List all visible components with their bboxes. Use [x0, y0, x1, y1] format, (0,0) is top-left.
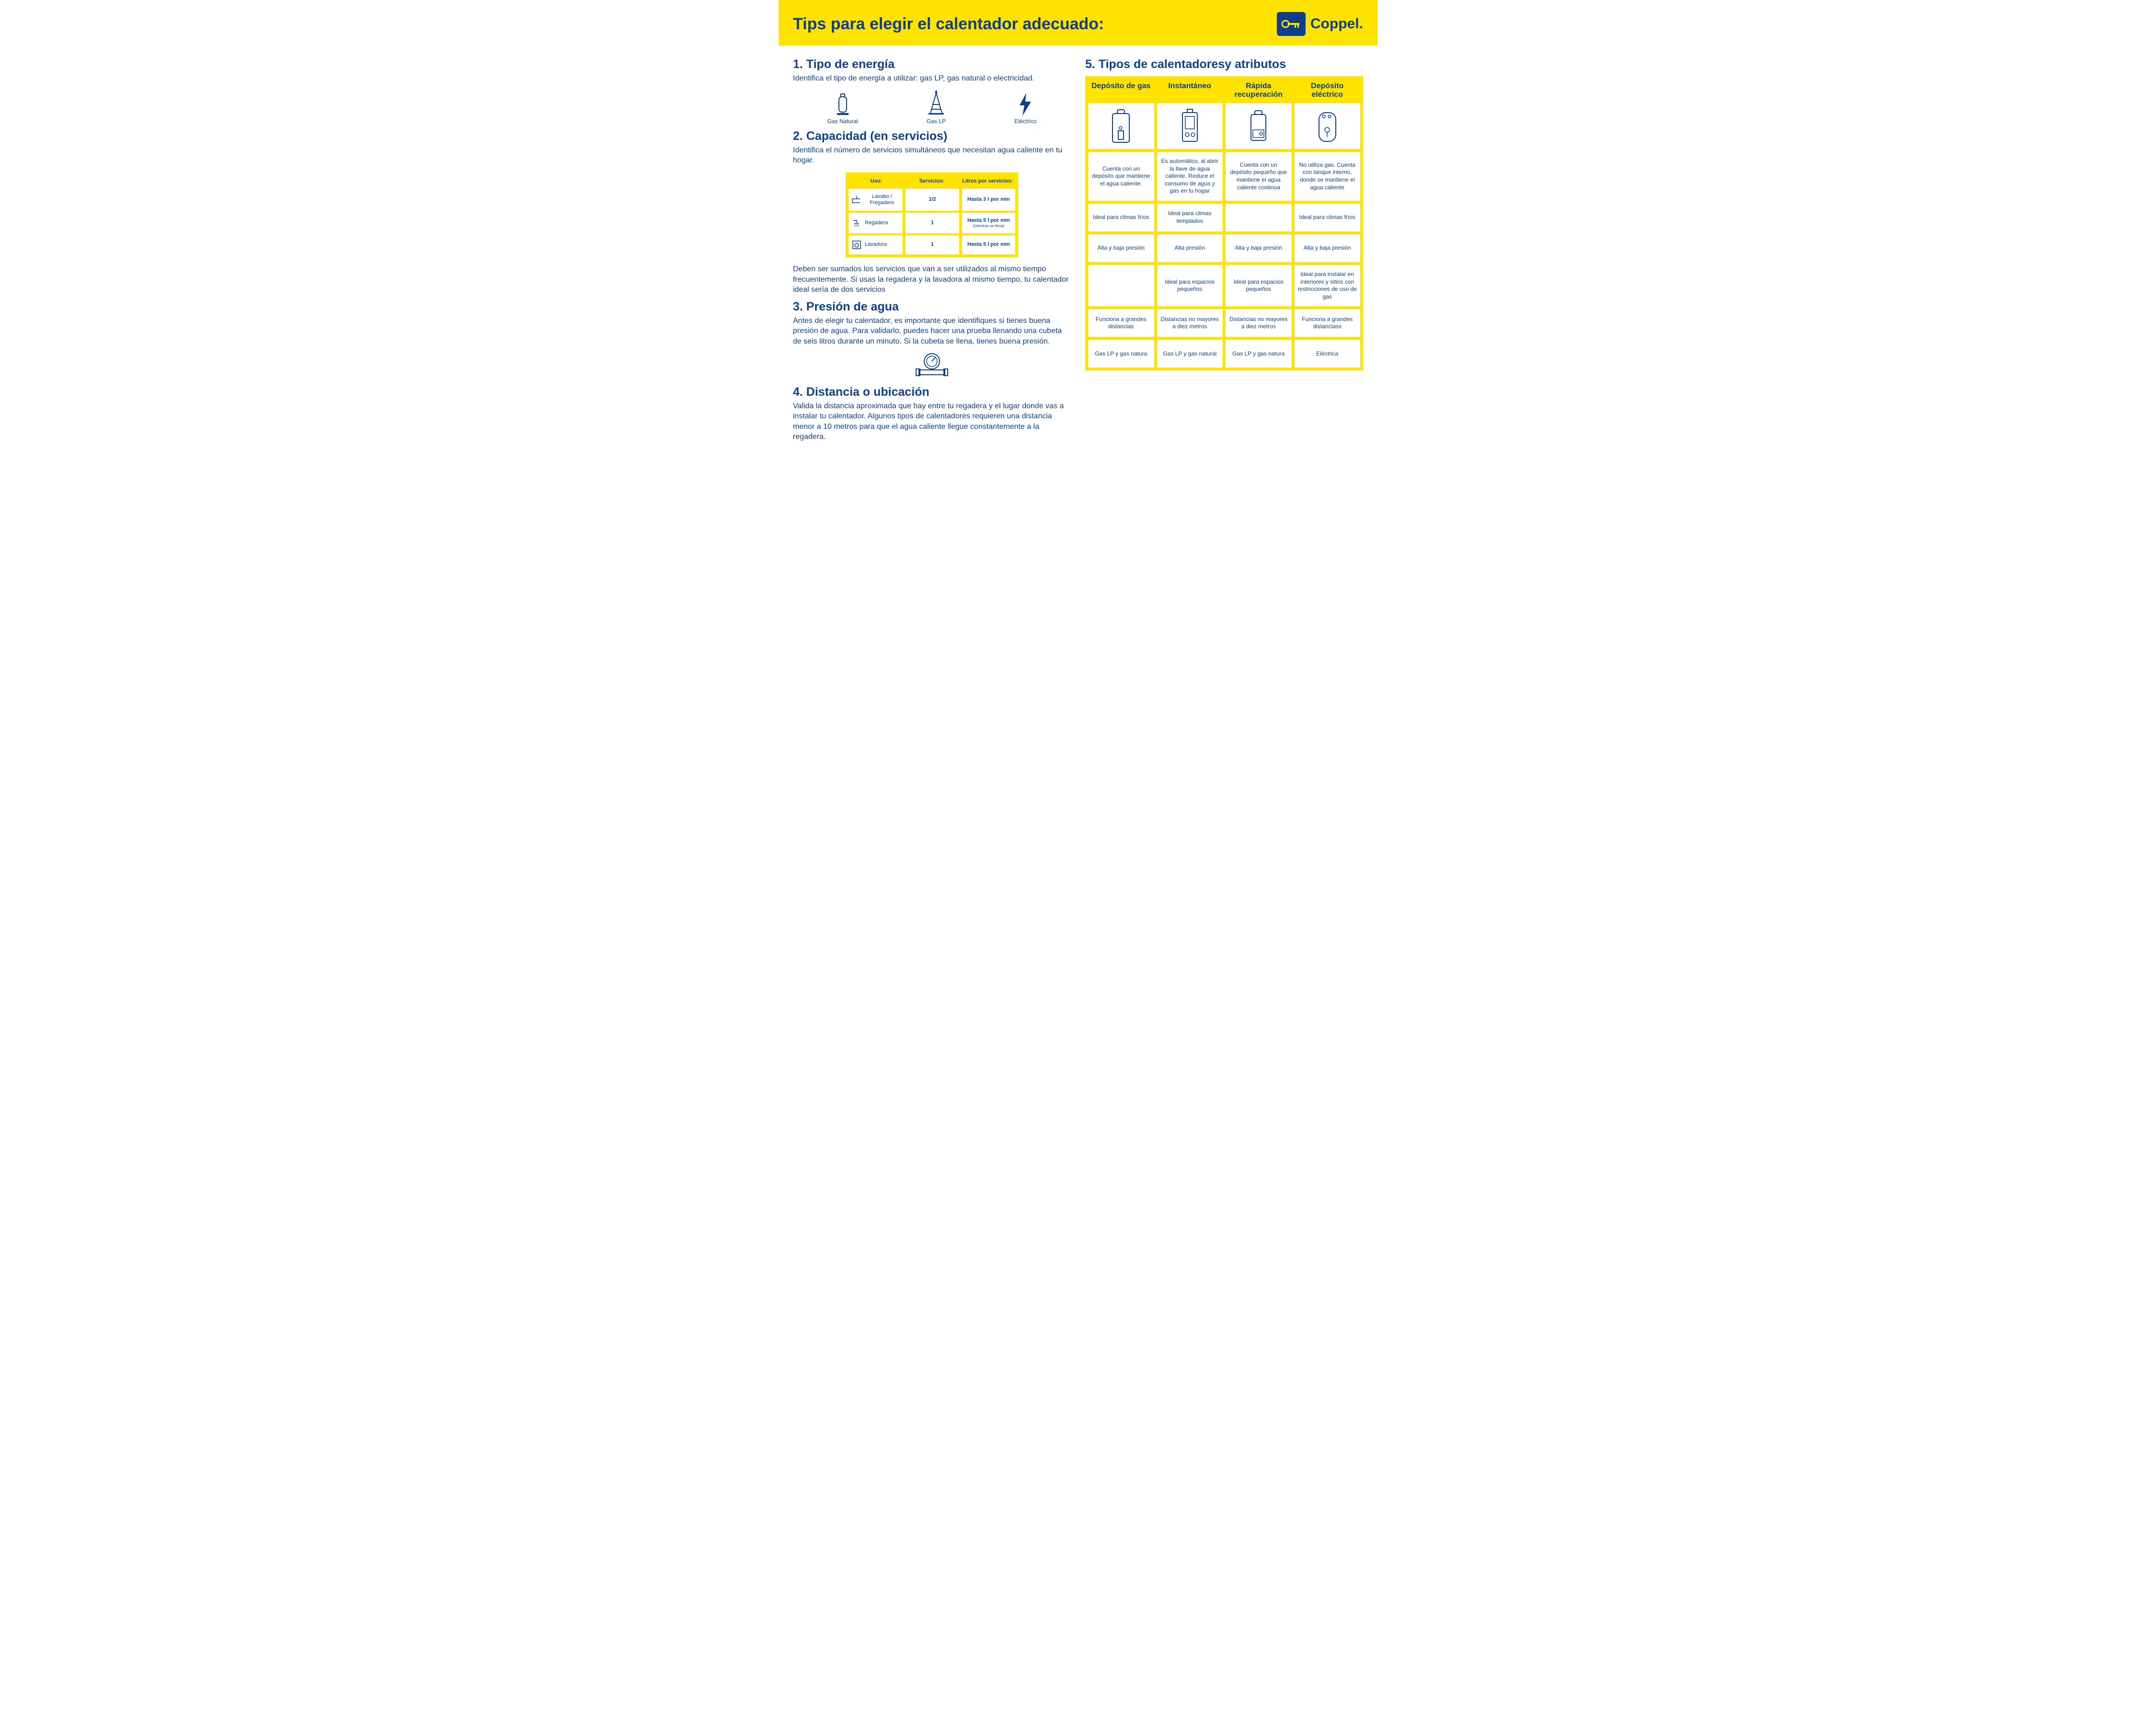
cap-serv: 1: [931, 220, 934, 226]
washer-icon: [851, 240, 862, 250]
sec5-title: 5. Tipos de calentadoresy atributos: [1085, 58, 1363, 71]
table-row: Regadera 1 Hasta 5 l por min(mientras se…: [849, 213, 1015, 233]
bolt-icon: [1014, 90, 1036, 116]
sec3-title: 3. Presión de agua: [793, 300, 1071, 314]
attr-cell: Ideal para climas fríos: [1088, 204, 1154, 231]
attr-cell: Alta y baja presión: [1295, 234, 1361, 262]
tank-icon: [827, 90, 858, 116]
energy-row: Gas Natural Gas LP Eléctrico: [793, 90, 1071, 125]
attr-cell: Alta y baja presión: [1088, 234, 1154, 262]
attr-cell: Distancias no mayores a diez metros: [1157, 309, 1223, 337]
attr-cell: [1088, 265, 1154, 306]
sec2-footnote: Deben ser sumados los servicios que van …: [793, 264, 1071, 295]
sec4-body: Valida la distancia aproximada que hay e…: [793, 401, 1071, 442]
energy-gas-lp: Gas LP: [927, 90, 946, 125]
col-head: Instantáneo: [1157, 79, 1223, 100]
attr-cell: Cuenta con un depósito pequeño que manti…: [1226, 152, 1292, 201]
attr-cell: Ideal para espacios pequeños: [1226, 265, 1292, 306]
attr-cell: Gas LP y gas natura: [1088, 340, 1154, 368]
attr-cell: No utiliza gas. Cuenta con tanque intern…: [1295, 152, 1361, 201]
key-icon: [1277, 12, 1306, 36]
attr-cell: Distancias no mayores a diez metros: [1226, 309, 1292, 337]
attr-cell: Funciona a grandes distancias: [1088, 309, 1154, 337]
cap-serv: 1/2: [929, 196, 936, 203]
attr-cell: Eléctrica: [1295, 340, 1361, 368]
attr-cell: Ideal para climas templados: [1157, 204, 1223, 231]
left-column: 1. Tipo de energía Identifica el tipo de…: [793, 53, 1071, 442]
sec4-title: 4. Distancia o ubicación: [793, 385, 1071, 399]
energy-label: Eléctrico: [1014, 118, 1036, 125]
heater-deposito-gas-icon: [1088, 103, 1154, 149]
sec1-body: Identifica el tipo de energía a utilizar…: [793, 73, 1071, 84]
attr-cell: Gas LP y gas natura: [1226, 340, 1292, 368]
sink-icon: [851, 195, 860, 205]
heater-instantaneo-icon: [1157, 103, 1223, 149]
cap-uso: Lavadora: [865, 242, 887, 248]
derrick-icon: [927, 90, 946, 116]
logo: Coppel.: [1277, 12, 1363, 36]
cap-litros: Hasta 5 l por min: [967, 242, 1010, 248]
attr-cell: Gas LP y gas natural: [1157, 340, 1223, 368]
col-head: Depósito de gas: [1088, 79, 1154, 100]
sec2-body: Identifica el número de servicios simult…: [793, 145, 1071, 166]
cap-litros: Hasta 5 l por min: [967, 218, 1010, 223]
table-row: Lavadora 1 Hasta 5 l por min: [849, 235, 1015, 254]
capacity-table: Uso: Servicios: Litros por servicios: La…: [846, 172, 1018, 257]
sec1-title: 1. Tipo de energía: [793, 58, 1071, 71]
attributes-grid: Depósito de gas Instantáneo Rápida recup…: [1085, 76, 1363, 370]
page-title: Tips para elegir el calentador adecuado:: [793, 15, 1104, 34]
energy-label: Gas LP: [927, 118, 946, 125]
table-row: Lavabo / Fregadero 1/2 Hasta 3 l por min: [849, 189, 1015, 211]
content: 1. Tipo de energía Identifica el tipo de…: [779, 46, 1377, 457]
col-head: Rápida recuperación: [1226, 79, 1292, 100]
cap-th: Uso:: [849, 175, 904, 187]
attr-cell: [1226, 204, 1292, 231]
energy-label: Gas Natural: [827, 118, 858, 125]
attr-cell: Cuenta con un depósito que mantiene el a…: [1088, 152, 1154, 201]
sec3-body: Antes de elegir tu calentador, es import…: [793, 316, 1071, 347]
cap-th: Servicios:: [904, 175, 960, 187]
header: Tips para elegir el calentador adecuado:…: [779, 0, 1377, 46]
attr-cell: Ideal para climas fríos: [1295, 204, 1361, 231]
cap-uso: Regadera: [865, 220, 888, 226]
cap-th: Litros por servicios:: [960, 175, 1015, 187]
gauge-icon: [793, 352, 1071, 380]
attr-cell: Es automático, al abrir la llave de agua…: [1157, 152, 1223, 201]
attr-cell: Ideal para instalar en interiores y siti…: [1295, 265, 1361, 306]
heater-rapida-icon: [1226, 103, 1292, 149]
attr-cell: Alta presión: [1157, 234, 1223, 262]
energy-electrico: Eléctrico: [1014, 90, 1036, 125]
brand-text: Coppel.: [1310, 16, 1363, 32]
shower-icon: [851, 218, 862, 228]
cap-note: (mientras se llena): [967, 224, 1010, 229]
attr-cell: Funciona a grandes distanciass: [1295, 309, 1361, 337]
col-head: Depósito eléctrico: [1295, 79, 1361, 100]
cap-litros: Hasta 3 l por min: [967, 196, 1010, 203]
energy-gas-natural: Gas Natural: [827, 90, 858, 125]
heater-electrico-icon: [1295, 103, 1361, 149]
attr-cell: Ideal para espacios pequeños: [1157, 265, 1223, 306]
right-column: 5. Tipos de calentadoresy atributos Depó…: [1085, 53, 1363, 442]
cap-uso: Lavabo / Fregadero: [863, 194, 901, 206]
sec2-title: 2. Capacidad (en servicios): [793, 129, 1071, 143]
attr-cell: Alta y baja presión: [1226, 234, 1292, 262]
cap-serv: 1: [931, 242, 934, 248]
